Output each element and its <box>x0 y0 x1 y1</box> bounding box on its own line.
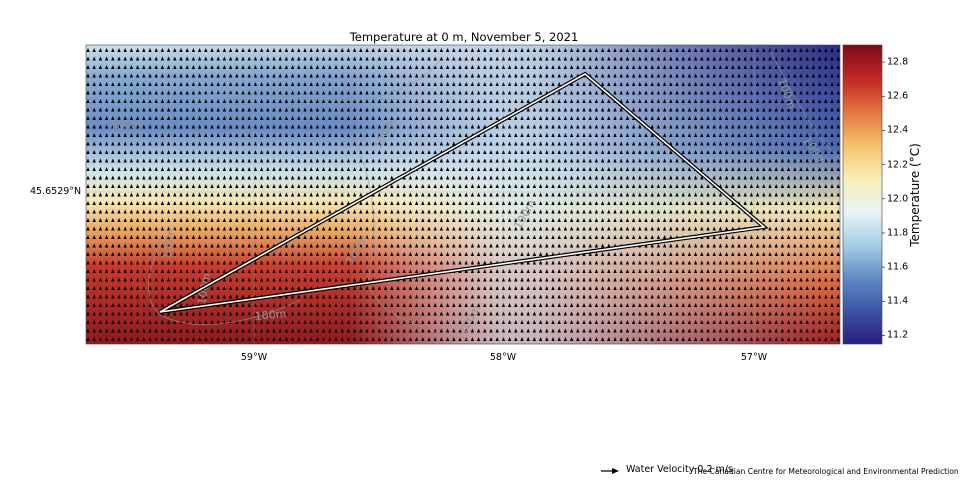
lon-tick-label: 58°W <box>489 352 517 363</box>
contour-label: 100m <box>160 227 178 260</box>
contour-label: 100m <box>109 117 142 133</box>
colorbar-tick-label: 11.2 <box>887 329 909 341</box>
colorbar-tick-label: 12.4 <box>887 124 909 136</box>
colorbar-tick-label: 12.0 <box>887 193 909 205</box>
colorbar-tick-label: 12.8 <box>887 56 909 68</box>
lon-tick-label: 59°W <box>240 352 268 363</box>
colorbar-tick-label: 12.6 <box>887 90 909 102</box>
map-frame <box>85 44 841 345</box>
lon-tick-label: 57°W <box>740 352 768 363</box>
colorbar <box>842 44 883 345</box>
lat-tick-label: 45.6529°N <box>30 186 82 197</box>
colorbar-tick-marks <box>882 61 885 336</box>
colorbar-tick-label: 11.8 <box>887 227 909 239</box>
velocity-legend: Water Velocity 0.2 m/s <box>600 464 733 475</box>
colorbar-tick-label: 11.4 <box>887 295 909 307</box>
velocity-arrows <box>86 48 840 341</box>
bathymetry-contours <box>148 49 840 341</box>
track-polygon <box>159 71 769 314</box>
colorbar-tick-label: 12.2 <box>887 159 909 171</box>
legend-arrow <box>601 468 619 474</box>
graticule <box>86 45 840 344</box>
map-title: Temperature at 0 m, November 5, 2021 <box>349 30 579 44</box>
temperature-field <box>86 45 840 344</box>
colorbar-tick-label: 11.6 <box>887 261 909 273</box>
credit-text: The Canadian Centre for Meteorological a… <box>693 467 959 476</box>
legend-label: Water Velocity 0.2 m/s <box>626 464 733 475</box>
colorbar-label: Temperature (°C) <box>908 143 922 247</box>
contour-label: 100m <box>254 307 287 323</box>
